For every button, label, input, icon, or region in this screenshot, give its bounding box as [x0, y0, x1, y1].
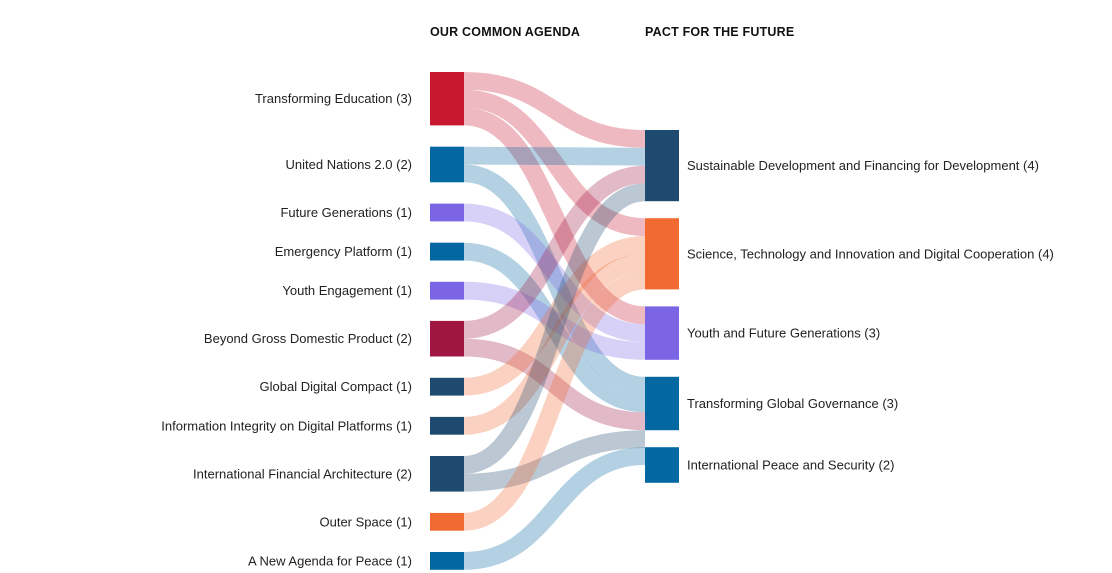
link-ifa-to-tgg — [463, 430, 646, 492]
source-label-os: Outer Space (1) — [320, 514, 413, 529]
link-gdc-to-stid — [463, 236, 646, 396]
target-node-sdf — [645, 130, 679, 202]
source-label-gdp: Beyond Gross Domestic Product (2) — [204, 331, 412, 346]
links-group — [463, 72, 646, 570]
source-label-fg: Future Generations (1) — [280, 205, 412, 220]
nodes-group — [430, 72, 679, 570]
source-label-un2: United Nations 2.0 (2) — [286, 157, 412, 172]
link-edu-to-stid — [463, 89, 646, 236]
source-node-ifa — [430, 456, 464, 492]
right-column-title: PACT FOR THE FUTURE — [645, 25, 794, 39]
source-node-iidp — [430, 416, 464, 435]
source-node-gdp — [430, 320, 464, 357]
link-nap-to-ips — [463, 447, 646, 570]
source-node-ye — [430, 281, 464, 300]
source-node-un2 — [430, 146, 464, 183]
link-fg-to-yfg — [463, 203, 646, 342]
labels-group: Transforming Education (3) United Nations… — [161, 91, 1054, 568]
source-label-ep: Emergency Platform (1) — [275, 244, 412, 259]
link-ep-to-tgg — [463, 242, 646, 413]
link-edu-to-yfg — [463, 107, 646, 325]
source-node-edu — [430, 72, 464, 126]
target-label-tgg: Transforming Global Governance (3) — [687, 396, 898, 411]
source-node-fg — [430, 203, 464, 222]
source-label-nap: A New Agenda for Peace (1) — [248, 553, 412, 568]
link-gdp-to-tgg — [463, 338, 646, 431]
target-node-tgg — [645, 376, 679, 431]
source-node-nap — [430, 552, 464, 570]
link-ifa-to-sdf — [463, 183, 646, 474]
link-un2-to-sdf — [463, 146, 646, 166]
target-label-sdf: Sustainable Development and Financing fo… — [687, 158, 1039, 173]
target-node-ips — [645, 447, 679, 483]
target-label-yfg: Youth and Future Generations (3) — [687, 326, 880, 341]
link-os-to-stid — [463, 271, 646, 531]
source-node-gdc — [430, 377, 464, 396]
link-gdp-to-sdf — [463, 165, 646, 339]
source-label-ye: Youth Engagement (1) — [282, 283, 412, 298]
source-node-os — [430, 512, 464, 531]
source-label-gdc: Global Digital Compact (1) — [260, 379, 412, 394]
source-label-ifa: International Financial Architecture (2) — [193, 466, 412, 481]
target-node-stid — [645, 218, 679, 290]
source-label-iidp: Information Integrity on Digital Platfor… — [161, 418, 412, 433]
link-iidp-to-stid — [463, 253, 646, 435]
source-label-edu: Transforming Education (3) — [255, 91, 412, 106]
target-label-ips: International Peace and Security (2) — [687, 458, 894, 473]
source-node-ep — [430, 242, 464, 261]
link-un2-to-tgg — [463, 164, 646, 395]
link-ye-to-yfg — [463, 281, 646, 360]
link-edu-to-sdf — [463, 72, 646, 148]
target-label-stid: Science, Technology and Innovation and D… — [687, 246, 1054, 261]
left-column-title: OUR COMMON AGENDA — [430, 25, 580, 39]
target-node-yfg — [645, 306, 679, 360]
